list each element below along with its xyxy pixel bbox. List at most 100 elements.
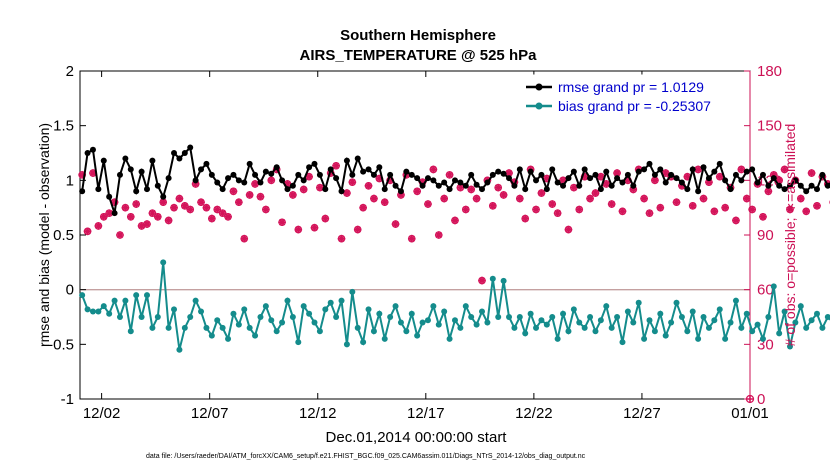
obs-count-point: [656, 203, 665, 212]
rmse-point: [111, 210, 118, 217]
rmse-point: [668, 171, 675, 178]
obs-count-point: [710, 207, 719, 216]
obs-count-point: [148, 209, 157, 217]
bias-point: [300, 303, 307, 310]
rmse-point: [522, 186, 529, 193]
rmse-point: [419, 182, 426, 189]
bias-point: [516, 314, 523, 320]
rmse-point: [695, 188, 702, 195]
rmse-point: [95, 186, 102, 193]
obs-count-point: [796, 194, 805, 203]
bias-point: [111, 297, 118, 304]
bias-point: [770, 283, 777, 290]
rmse-point: [792, 177, 799, 184]
bias-point: [587, 314, 594, 320]
bias-point: [603, 303, 610, 310]
bias-point: [144, 292, 150, 299]
bias-point: [668, 319, 675, 326]
bias-point: [468, 314, 475, 320]
rmse-point: [624, 171, 631, 178]
bias-point: [376, 310, 383, 317]
bias-point: [219, 324, 226, 331]
rmse-point: [360, 168, 367, 175]
obs-count-point: [186, 205, 195, 214]
bias-point: [797, 303, 804, 310]
rmse-point: [786, 182, 793, 189]
obs-count-series: [78, 161, 830, 404]
bias-point: [597, 317, 604, 324]
rmse-point: [495, 168, 502, 175]
obs-count-point: [391, 220, 400, 228]
obs-count-point: [434, 231, 443, 239]
bias-point: [824, 314, 830, 320]
rmse-point: [165, 175, 172, 182]
obs-count-point: [553, 209, 562, 217]
obs-count-point: [494, 183, 503, 192]
obs-count-point: [640, 194, 648, 203]
obs-count-point: [229, 187, 238, 196]
bias-point: [408, 310, 415, 317]
y-left-tick-label: 0.5: [53, 227, 74, 244]
bias-point: [252, 332, 259, 339]
rmse-point: [187, 144, 194, 151]
rmse-point: [306, 164, 313, 171]
rmse-point: [354, 155, 361, 162]
rmse-point: [176, 155, 183, 162]
rmse-point: [408, 171, 415, 178]
bias-point: [700, 314, 707, 320]
x-tick-label: 12/12: [299, 405, 337, 422]
rmse-point: [257, 179, 264, 186]
rmse-point: [732, 171, 739, 178]
obs-count-point: [451, 216, 459, 225]
rmse-point: [808, 182, 815, 189]
bias-point: [181, 324, 188, 331]
rmse-point: [241, 179, 248, 186]
rmse-point: [397, 188, 404, 195]
obs-count-point: [240, 234, 249, 243]
obs-count-point: [267, 176, 276, 185]
rmse-point: [538, 171, 545, 178]
legend-bias-marker: [535, 102, 543, 110]
obs-count-point: [745, 394, 755, 404]
rmse-point: [824, 182, 830, 189]
obs-count-point: [688, 202, 697, 210]
bias-point: [743, 310, 750, 317]
bias-point: [95, 308, 102, 315]
bias-point: [441, 308, 448, 315]
obs-count-point: [759, 212, 767, 221]
rmse-point: [797, 182, 804, 189]
bias-point: [549, 314, 556, 320]
rmse-point: [462, 182, 469, 189]
bias-point: [765, 314, 772, 320]
obs-count-point: [786, 205, 794, 214]
rmse-point: [570, 168, 577, 175]
obs-count-point: [353, 225, 362, 234]
y-right-tick-label: 150: [757, 118, 782, 135]
rmse-point: [424, 175, 431, 182]
y-axis-left: -1 -0.5 0 0.5 1 1.5 2: [48, 63, 86, 408]
rmse-point: [814, 186, 820, 193]
rmse-point: [468, 171, 475, 178]
obs-count-point: [732, 216, 740, 225]
rmse-point: [225, 175, 232, 182]
y-right-tick-label: 90: [757, 227, 774, 244]
x-axis: 12/02 12/07 12/12 12/17 12/22 12/27 01/01: [83, 71, 769, 422]
data-file-footnote: data file: /Users/raeder/DAI/ATM_forcXX/…: [146, 453, 586, 460]
bias-point: [776, 330, 783, 337]
rmse-point: [549, 166, 556, 173]
rmse-point: [327, 166, 334, 173]
rmse-point: [333, 175, 340, 182]
rmse-point: [365, 166, 372, 173]
rmse-point: [587, 175, 594, 182]
bias-point: [662, 332, 669, 339]
rmse-point: [603, 168, 610, 175]
rmse-point: [133, 188, 140, 195]
obs-count-point: [321, 214, 330, 223]
obs-count-point: [413, 187, 421, 196]
bias-point: [327, 299, 334, 306]
rmse-point: [181, 150, 188, 156]
bias-point: [289, 314, 296, 320]
bias-point: [89, 308, 96, 315]
rmse-point: [289, 182, 296, 189]
rmse-point: [138, 168, 145, 175]
